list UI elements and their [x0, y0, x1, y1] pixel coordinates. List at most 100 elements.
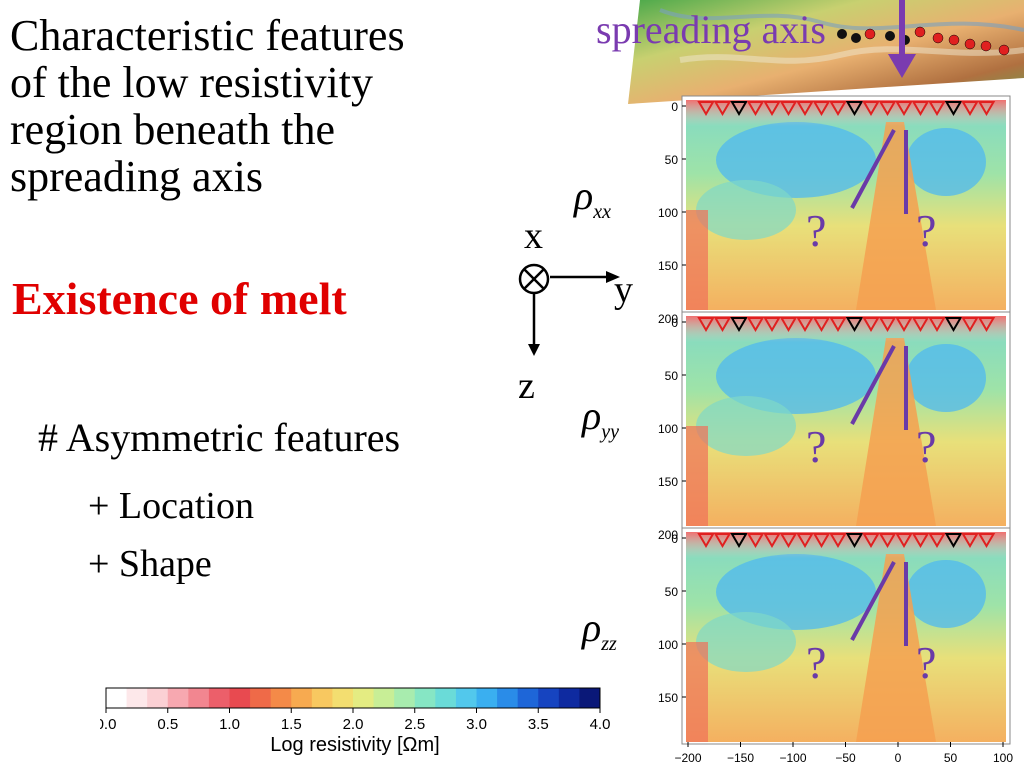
x-tick-label: −100 [779, 751, 806, 765]
station-marker-icon [862, 317, 880, 332]
x-tick-label: −150 [727, 751, 754, 765]
station-marker-icon [862, 533, 880, 548]
bullet-shape: + Shape [88, 543, 212, 585]
station-marker-icon [796, 533, 814, 548]
rho-zz-subscript: zz [601, 633, 617, 655]
station-marker-icon [829, 317, 847, 332]
station-marker-icon [911, 101, 930, 116]
colorbar-cell [435, 688, 457, 708]
colorbar-cell [126, 688, 148, 708]
rho-zz-label: ρzz [582, 605, 617, 655]
colorbar: 0.0 0.5 1.0 1.5 2.0 2.5 3.0 3.5 4.0 [100, 687, 610, 733]
x-tick-label: −200 [674, 751, 701, 765]
x-tick-label: −50 [835, 751, 856, 765]
title-line-2: of the low resistivity [10, 58, 373, 107]
station-marker-icon [845, 317, 864, 332]
station-marker-icon [977, 533, 996, 548]
station-marker-icon [977, 101, 996, 116]
colorbar-cell [394, 688, 416, 708]
station-marker-icon [746, 101, 765, 116]
resistivity-panel-xx: 0 50 100 150 200?? [658, 95, 1011, 326]
colorbar-cell [147, 688, 169, 708]
question-mark-right: ? [916, 205, 936, 256]
station-marker-icon [697, 317, 715, 332]
depth-tick-label: 0 [671, 316, 678, 330]
asymmetric-heading: # Asymmetric features [38, 415, 401, 460]
rho-yy-subscript: yy [601, 421, 619, 443]
colorbar-cell [311, 688, 333, 708]
coordinate-axes-icon [518, 263, 620, 356]
colorbar-tick-label: 0.0 [100, 716, 116, 733]
colorbar-cell [455, 688, 477, 708]
station-marker-icon [961, 533, 979, 548]
station-marker-icon [763, 317, 781, 332]
depth-tick-label: 150 [658, 691, 678, 705]
question-mark-left: ? [806, 205, 826, 256]
station-marker-icon [845, 101, 864, 116]
station-marker-icon [812, 317, 831, 332]
depth-tick-label: 0 [671, 532, 678, 546]
colorbar-cell [167, 688, 189, 708]
depth-tick-label: 200 [658, 312, 678, 326]
colorbar-cell [208, 688, 230, 708]
colorbar-cell [558, 688, 580, 708]
station-marker-icon [746, 317, 765, 332]
rho-yy-label: ρyy [582, 393, 619, 443]
title-line-4: spreading axis [10, 152, 263, 201]
y-axis-label: y [614, 269, 633, 311]
x-tick-label: 100 [993, 751, 1013, 765]
question-mark-right: ? [916, 637, 936, 688]
colorbar-cell [188, 688, 210, 708]
colorbar-cell [332, 688, 354, 708]
z-axis-label: z [518, 365, 535, 407]
depth-tick-label: 150 [658, 259, 678, 273]
depth-tick-label: 100 [658, 422, 678, 436]
seafloor-map [628, 0, 1024, 104]
station-marker-icon [779, 533, 798, 548]
station-marker-icon [730, 317, 748, 332]
colorbar-cell [579, 688, 601, 708]
station-marker-icon [878, 317, 897, 332]
spreading-axis-label: spreading axis [596, 7, 826, 52]
depth-tick-label: 200 [658, 528, 678, 542]
colorbar-cell [229, 688, 251, 708]
colorbar-cell [353, 688, 375, 708]
interpretation-line-slanted [850, 345, 896, 425]
colorbar-tick-label: 3.0 [466, 716, 487, 733]
resistivity-sections: 0 50 100 150 200? ? 0 50 100 150 200? ? 0 50 100 150? ? −… [658, 95, 1013, 765]
title-line-3: region beneath the [10, 105, 335, 154]
colorbar-cell [414, 688, 436, 708]
station-marker-icon [796, 101, 814, 116]
depth-tick-label: 0 [671, 100, 678, 114]
colorbar-cell [373, 688, 395, 708]
interpretation-line-slanted [850, 129, 896, 209]
x-tick-label: 50 [944, 751, 958, 765]
station-marker-icon [928, 533, 946, 548]
rho-xx-label: ρxx [574, 173, 611, 223]
colorbar-cell [497, 688, 519, 708]
station-marker-icon [845, 533, 864, 548]
resistivity-panel-zz: 0 50 100 150?? [658, 527, 1011, 745]
rho-xx-subscript: xx [593, 201, 611, 223]
station-marker-icon [961, 101, 979, 116]
station-marker-icon [796, 317, 814, 332]
station-marker-icon [895, 101, 913, 116]
colorbar-cell [291, 688, 313, 708]
station-marker-icon [928, 317, 946, 332]
station-marker-icon [895, 533, 913, 548]
station-marker-icon [961, 317, 979, 332]
colorbar-tick-label: 1.0 [219, 716, 240, 733]
station-marker-icon [911, 317, 930, 332]
question-mark-right: ? [916, 421, 936, 472]
question-mark-left: ? [806, 421, 826, 472]
station-marker-icon [944, 317, 963, 332]
station-marker-icon [779, 317, 798, 332]
station-marker-icon [713, 317, 732, 332]
station-marker-icon [829, 533, 847, 548]
colorbar-cell [250, 688, 272, 708]
title-line-1: Characteristic features [10, 11, 405, 60]
colorbar-cell [106, 688, 128, 708]
station-marker-icon [730, 101, 748, 116]
question-mark-left: ? [806, 637, 826, 688]
x-axis-label: x [524, 215, 543, 257]
